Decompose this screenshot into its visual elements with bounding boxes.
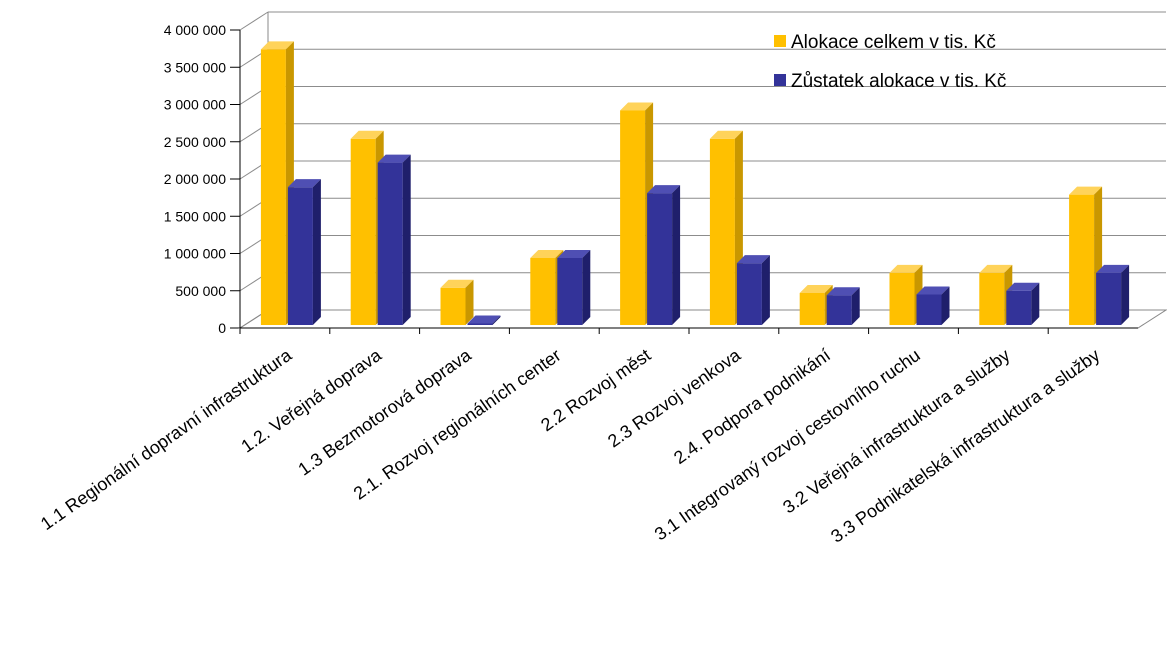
- y-tick-label: 2 500 000: [164, 134, 226, 150]
- bar-top: [620, 102, 654, 111]
- bar-front: [620, 110, 646, 325]
- bar-front: [736, 263, 762, 325]
- legend-swatch-zustatek: [774, 74, 786, 86]
- bar-front: [826, 295, 852, 325]
- bar-top: [799, 284, 833, 293]
- bar-top: [287, 179, 321, 188]
- bar-front: [557, 257, 583, 325]
- bar-top: [889, 264, 923, 273]
- bar-front: [979, 272, 1005, 325]
- bar-top: [979, 264, 1013, 273]
- bar-top: [1069, 186, 1103, 195]
- bar-top: [260, 41, 294, 50]
- gridline-side: [239, 11, 269, 31]
- bar-front: [530, 257, 556, 325]
- bar-top: [440, 279, 474, 288]
- bar: [1006, 282, 1040, 325]
- bar-top: [350, 130, 384, 139]
- y-tick-label: 4 000 000: [164, 22, 226, 38]
- y-tick-label: 2 000 000: [164, 171, 226, 187]
- bar-side: [492, 315, 501, 325]
- bar: [557, 249, 591, 325]
- bar-front: [287, 187, 313, 325]
- y-tick-label: 0: [218, 320, 226, 336]
- bar-top: [826, 287, 860, 296]
- bar: [736, 255, 770, 325]
- bar-front: [889, 272, 915, 325]
- bar-front: [916, 294, 942, 325]
- bar-front: [377, 162, 403, 325]
- bar-side: [582, 249, 591, 325]
- bar-front: [440, 287, 466, 325]
- bar-front: [799, 292, 825, 325]
- bar: [377, 154, 411, 325]
- bar-side: [1031, 282, 1040, 325]
- bar-front: [709, 138, 735, 325]
- x-tick-labels: 1.1 Regionální dopravní infrastruktura1.…: [37, 344, 1103, 546]
- bar-top: [1096, 264, 1130, 273]
- bar-top: [467, 315, 501, 324]
- bar-top: [557, 249, 591, 258]
- bar-front: [350, 138, 376, 325]
- bar: [647, 185, 681, 325]
- x-tick-label: 2.4. Podpora podnikání: [670, 345, 834, 468]
- bar-top: [736, 255, 770, 264]
- legend-label-zustatek: Zůstatek alokace v tis. Kč: [791, 71, 1006, 92]
- legend-swatch-alokace: [774, 35, 786, 47]
- bar-side: [761, 255, 770, 325]
- y-tick-label: 3 000 000: [164, 97, 226, 113]
- y-tick-label: 1 500 000: [164, 208, 226, 224]
- y-tick-label: 500 000: [175, 283, 226, 299]
- bar-front: [647, 193, 673, 325]
- bar-top: [647, 185, 681, 194]
- bar-side: [312, 179, 321, 325]
- bar: [916, 286, 950, 325]
- y-tick-label: 1 000 000: [164, 246, 226, 262]
- bars: [260, 41, 1130, 325]
- legend-label-alokace: Alokace celkem v tis. Kč: [791, 32, 996, 53]
- bar: [1096, 264, 1130, 325]
- bar-top: [709, 130, 743, 139]
- legend: Alokace celkem v tis. Kč Zůstatek alokac…: [774, 32, 1006, 92]
- bar-front: [1096, 272, 1122, 325]
- bar-top: [1006, 282, 1040, 291]
- bar: [287, 179, 321, 325]
- bar-side: [672, 185, 681, 325]
- bar-front: [1069, 194, 1095, 325]
- bar-front: [260, 49, 286, 325]
- bar: [440, 279, 474, 325]
- bar-side: [1121, 264, 1130, 325]
- y-tick-labels: 0 500 000 1 000 000 1 500 000 2 000 000 2 500…: [164, 22, 227, 336]
- bar-side: [402, 154, 411, 325]
- bar: [826, 287, 860, 325]
- bar: [709, 130, 743, 325]
- y-tick-label: 3 500 000: [164, 59, 226, 75]
- x-tick-label: 1.3 Bezmotorová doprava: [294, 344, 475, 479]
- bar-side: [465, 279, 474, 325]
- bar-top: [530, 249, 564, 258]
- bar: [467, 315, 501, 325]
- bar-side: [851, 287, 860, 325]
- bar-front: [467, 323, 493, 325]
- bar-side: [941, 286, 950, 325]
- bar-front: [1006, 290, 1032, 325]
- bar-top: [916, 286, 950, 295]
- bar-top: [377, 154, 411, 163]
